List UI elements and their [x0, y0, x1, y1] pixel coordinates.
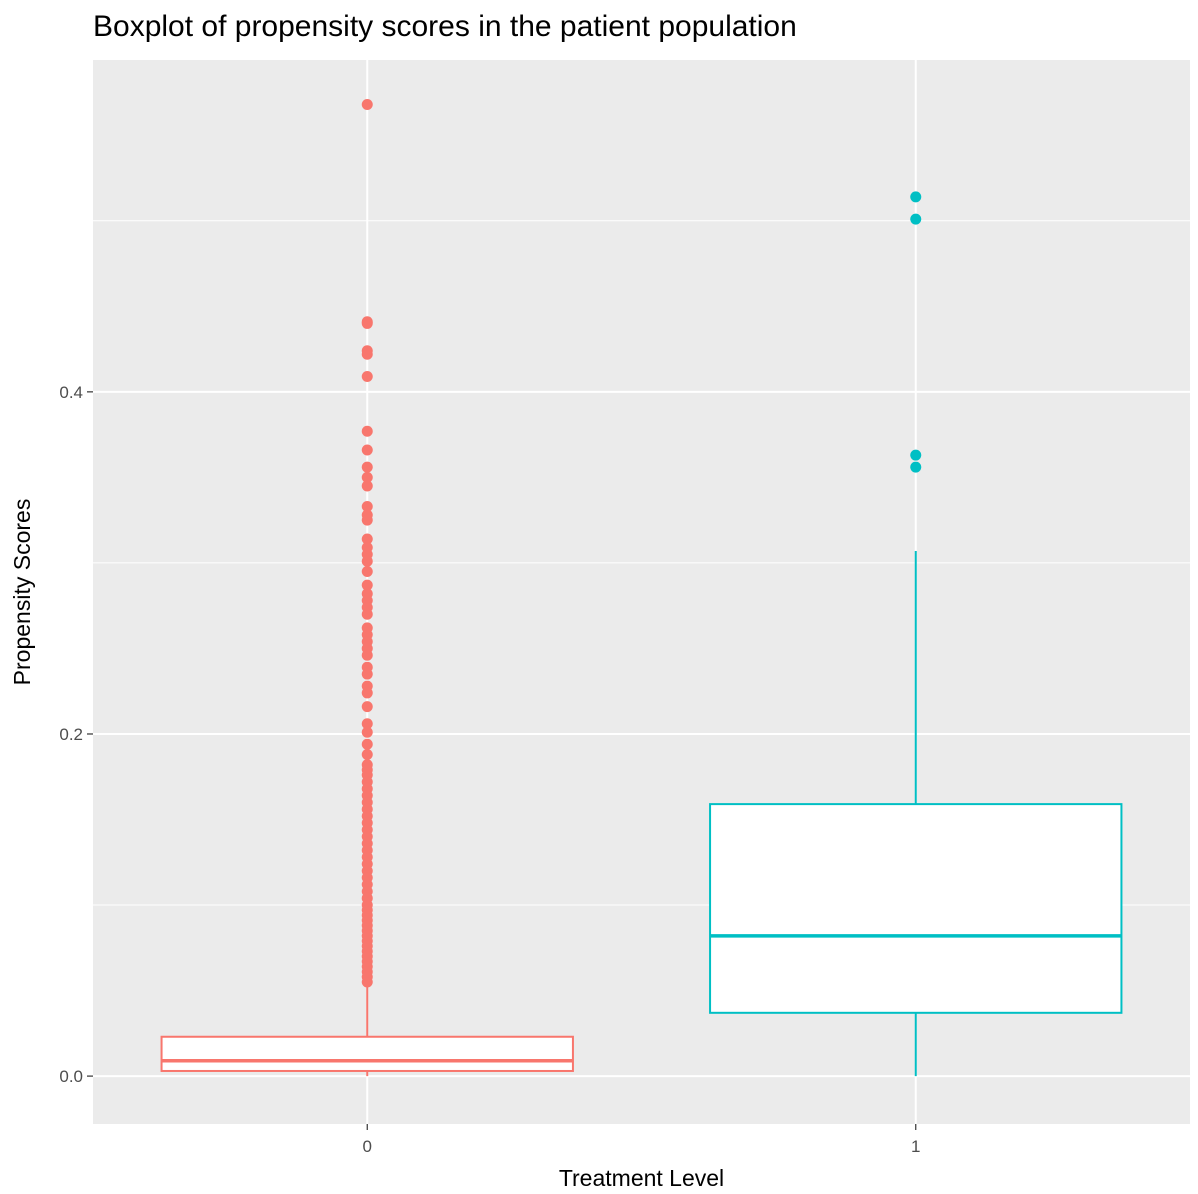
boxplot-marks: [160, 98, 1123, 1077]
outlier-point: [361, 701, 373, 713]
outlier-point: [361, 98, 373, 110]
outlier-point: [361, 687, 373, 699]
x-axis-title: Treatment Level: [559, 1165, 724, 1191]
outlier-point: [910, 461, 922, 473]
outlier-point: [361, 533, 373, 545]
chart-title: Boxplot of propensity scores in the pati…: [93, 10, 797, 43]
x-tick-label: 1: [911, 1137, 920, 1156]
outlier-point: [361, 471, 373, 483]
y-tick-label: 0.4: [59, 383, 83, 402]
outlier-point: [361, 480, 373, 492]
outlier-point: [361, 555, 373, 567]
outlier-point: [361, 425, 373, 437]
outlier-point: [361, 668, 373, 680]
outlier-point: [361, 726, 373, 738]
x-tick-label: 0: [363, 1137, 372, 1156]
outlier-point: [361, 579, 373, 591]
box-iqr: [160, 1035, 574, 1072]
outlier-point: [361, 500, 373, 512]
outlier-point: [361, 461, 373, 473]
outlier-point: [361, 718, 373, 730]
y-tick-label: 0.0: [59, 1067, 83, 1086]
outlier-point: [361, 976, 373, 988]
outlier-point: [361, 348, 373, 360]
boxplot-1: [709, 191, 1123, 1077]
y-tick-label: 0.2: [59, 725, 83, 744]
outlier-point: [361, 738, 373, 750]
outlier-point: [910, 449, 922, 461]
outlier-point: [361, 649, 373, 661]
outlier-point: [361, 565, 373, 577]
outlier-point: [910, 191, 922, 203]
outlier-point: [361, 370, 373, 382]
outlier-point: [361, 444, 373, 456]
outlier-point: [361, 608, 373, 620]
outlier-point: [361, 514, 373, 526]
outlier-point: [361, 317, 373, 329]
outlier-point: [910, 213, 922, 225]
box-iqr: [709, 803, 1123, 1014]
outlier-point: [361, 749, 373, 761]
y-axis: 0.0 0.2 0.4: [59, 383, 93, 1086]
boxplot-0: [160, 98, 574, 1077]
y-axis-title: Propensity Scores: [9, 499, 35, 686]
